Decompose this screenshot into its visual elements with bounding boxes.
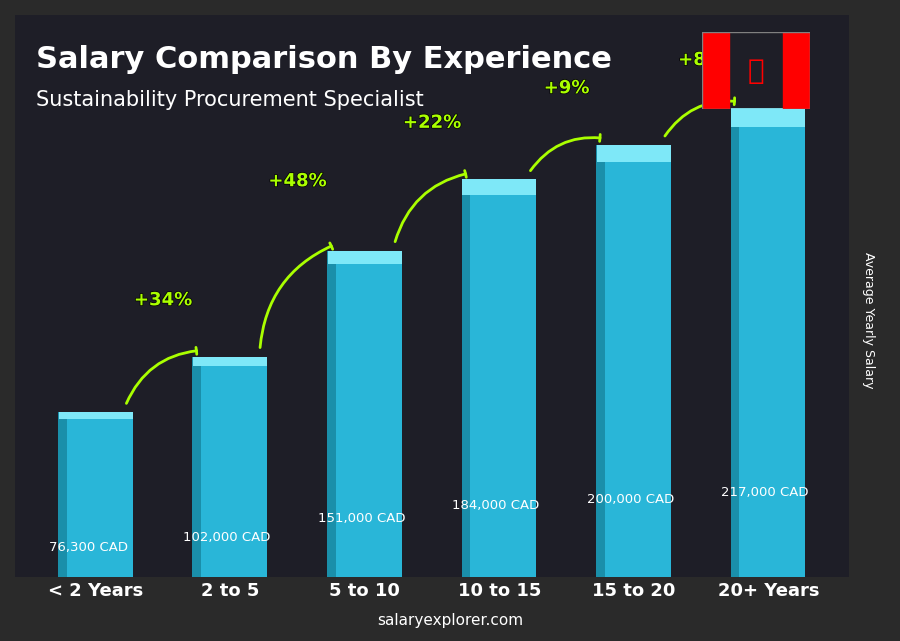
Bar bbox=[702, 32, 729, 109]
Bar bbox=[596, 145, 605, 578]
Text: 184,000 CAD: 184,000 CAD bbox=[452, 499, 539, 512]
Bar bbox=[58, 412, 67, 578]
Bar bbox=[193, 357, 202, 578]
Text: +9%: +9% bbox=[544, 79, 590, 97]
Bar bbox=[463, 179, 536, 196]
Text: +22%: +22% bbox=[403, 114, 461, 132]
Bar bbox=[597, 145, 670, 578]
Text: 151,000 CAD: 151,000 CAD bbox=[318, 512, 405, 525]
Bar bbox=[328, 251, 401, 264]
Text: Average Yearly Salary: Average Yearly Salary bbox=[862, 253, 875, 388]
Bar bbox=[783, 32, 810, 109]
Text: +34%: +34% bbox=[134, 291, 192, 309]
Text: 76,300 CAD: 76,300 CAD bbox=[49, 541, 128, 554]
Bar bbox=[194, 357, 267, 365]
Bar bbox=[732, 108, 806, 127]
Bar bbox=[58, 412, 132, 419]
Text: 217,000 CAD: 217,000 CAD bbox=[721, 487, 809, 499]
Text: Salary Comparison By Experience: Salary Comparison By Experience bbox=[36, 45, 612, 74]
Bar bbox=[463, 179, 536, 578]
Text: +48%: +48% bbox=[268, 172, 327, 190]
Text: 🍁: 🍁 bbox=[748, 56, 764, 85]
Bar bbox=[328, 251, 401, 578]
Bar bbox=[597, 145, 670, 162]
Text: +8%: +8% bbox=[679, 51, 724, 69]
Text: salaryexplorer.com: salaryexplorer.com bbox=[377, 613, 523, 628]
Text: 102,000 CAD: 102,000 CAD bbox=[183, 531, 271, 544]
Bar bbox=[731, 108, 740, 578]
Bar bbox=[732, 108, 806, 578]
Text: 200,000 CAD: 200,000 CAD bbox=[587, 493, 674, 506]
Bar bbox=[462, 179, 471, 578]
Bar bbox=[58, 412, 132, 578]
Text: Sustainability Procurement Specialist: Sustainability Procurement Specialist bbox=[36, 90, 424, 110]
Bar bbox=[327, 251, 336, 578]
Bar bbox=[194, 357, 267, 578]
